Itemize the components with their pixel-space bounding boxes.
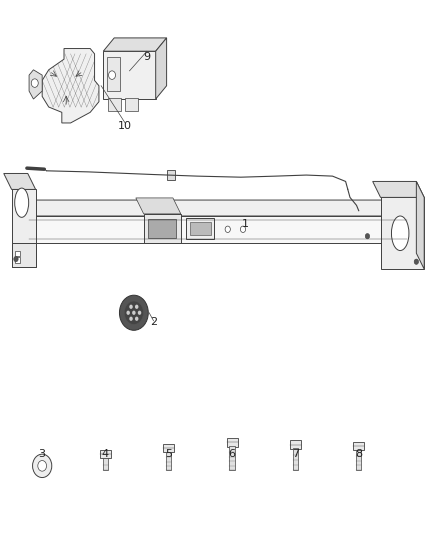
Ellipse shape [392,216,409,251]
Bar [166,451,171,470]
Text: 5: 5 [165,449,172,458]
Bar [230,446,235,470]
Polygon shape [4,173,35,189]
Bar [108,98,121,111]
Circle shape [127,311,130,315]
Circle shape [135,305,138,309]
Circle shape [135,317,138,321]
Bar [293,448,298,470]
Polygon shape [373,181,424,197]
Circle shape [129,305,133,309]
Circle shape [365,233,370,239]
Circle shape [31,79,38,87]
Polygon shape [136,198,181,214]
Bar [144,214,181,243]
Polygon shape [12,243,35,266]
Bar [103,458,108,470]
Polygon shape [21,200,407,216]
Bar [356,450,361,470]
Circle shape [240,226,246,232]
Circle shape [38,461,46,471]
Circle shape [32,454,52,478]
Bar [186,218,215,239]
Circle shape [124,301,144,325]
Polygon shape [155,38,166,99]
Polygon shape [29,70,42,99]
Text: 6: 6 [229,449,236,458]
Bar [190,222,211,235]
Circle shape [414,259,419,264]
Polygon shape [29,216,407,243]
Circle shape [350,203,369,227]
Text: 3: 3 [39,449,46,458]
Text: 7: 7 [292,449,299,458]
Bar [163,443,174,452]
Polygon shape [42,49,99,123]
Text: 2: 2 [150,317,157,327]
Circle shape [120,295,148,330]
Polygon shape [103,38,166,51]
Bar [107,56,120,91]
Polygon shape [12,189,35,266]
Ellipse shape [15,188,28,217]
Circle shape [14,256,18,262]
Circle shape [355,209,364,220]
Text: 1: 1 [242,219,249,229]
Circle shape [138,311,141,315]
Text: 8: 8 [355,449,362,458]
Bar [100,450,111,458]
Bar [166,169,175,180]
Bar [226,438,237,447]
Bar [353,442,364,450]
Polygon shape [417,181,424,269]
Bar [125,98,138,111]
Circle shape [132,311,136,315]
Bar [290,440,301,449]
Bar [148,219,177,238]
Bar [103,51,155,99]
Text: 9: 9 [143,52,151,61]
Text: 4: 4 [102,449,109,458]
Circle shape [109,71,116,79]
Text: 10: 10 [118,120,132,131]
Bar [15,251,20,256]
Circle shape [129,317,133,321]
Circle shape [225,226,230,232]
Polygon shape [381,197,424,269]
Bar [15,257,20,263]
